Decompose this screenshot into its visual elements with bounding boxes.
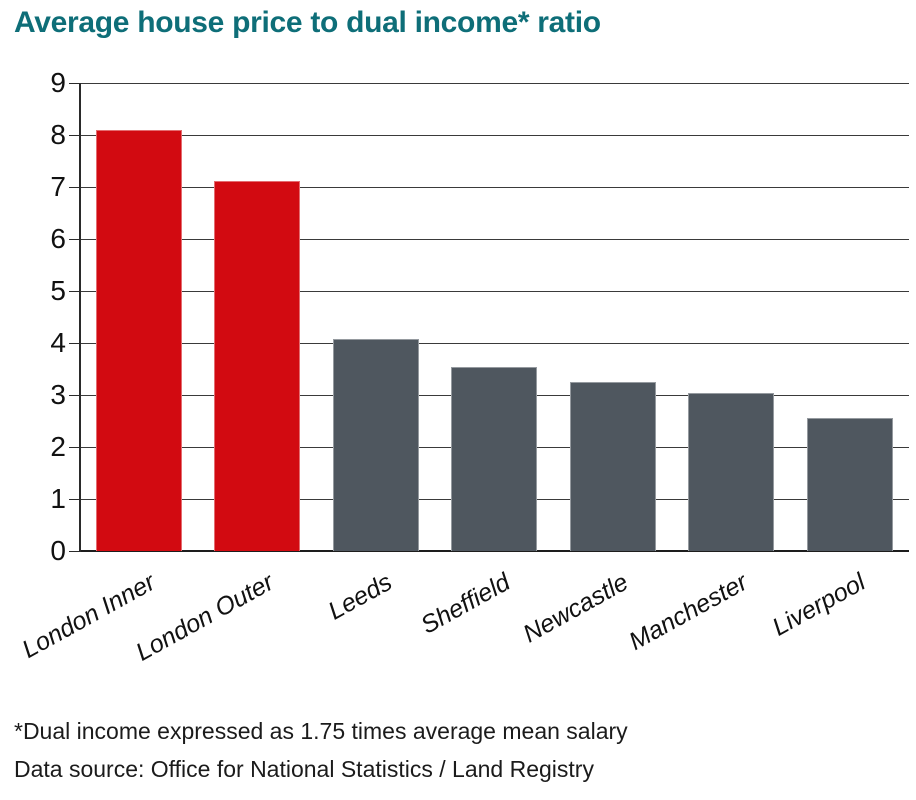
x-tick-label-sheffield: Sheffield xyxy=(416,568,515,640)
y-tick-mark xyxy=(69,238,81,240)
x-axis-labels: London Inner London Outer Leeds Sheffield Ne… xyxy=(17,551,907,691)
x-tick-label-newcastle: Newcastle xyxy=(518,568,634,649)
bar-sheffield xyxy=(451,367,538,551)
y-tick-label: 7 xyxy=(50,171,66,202)
x-tick-label-liverpool: Liverpool xyxy=(767,568,871,642)
y-tick-mark xyxy=(69,498,81,500)
y-tick-mark xyxy=(69,186,81,188)
chart-title: Average house price to dual income* rati… xyxy=(14,6,601,39)
y-tick-mark xyxy=(69,342,81,344)
y-tick-label: 8 xyxy=(50,119,66,150)
y-tick-mark xyxy=(69,82,81,84)
bar-london-outer xyxy=(214,180,301,551)
bar-newcastle xyxy=(569,382,656,551)
grid-line xyxy=(81,238,909,240)
x-tick-label-leeds: Leeds xyxy=(323,568,397,626)
grid-line xyxy=(81,290,909,292)
plot-area xyxy=(69,82,909,552)
footnote-dual-income: *Dual income expressed as 1.75 times ave… xyxy=(14,718,628,744)
y-tick-mark xyxy=(69,550,81,552)
bar-manchester xyxy=(688,393,775,551)
grid-line xyxy=(81,342,909,344)
footnote-data-source: Data source: Office for National Statist… xyxy=(14,756,594,782)
y-tick-label: 1 xyxy=(50,483,66,514)
x-tick-label-manchester: Manchester xyxy=(624,568,752,656)
grid-line xyxy=(81,134,909,136)
y-tick-label: 6 xyxy=(50,223,66,254)
y-tick-mark xyxy=(69,394,81,396)
y-tick-mark xyxy=(69,134,81,136)
y-tick-label: 9 xyxy=(50,67,66,98)
y-tick-label: 4 xyxy=(50,327,66,358)
footnotes: *Dual income expressed as 1.75 times ave… xyxy=(14,712,628,788)
grid-line xyxy=(81,186,909,188)
y-tick-label: 3 xyxy=(50,379,66,410)
y-tick-label: 2 xyxy=(50,431,66,462)
x-axis-line xyxy=(81,550,909,552)
y-tick-mark xyxy=(69,290,81,292)
bar-leeds xyxy=(332,339,419,551)
bar-liverpool xyxy=(806,417,893,551)
grid-line xyxy=(81,82,909,84)
y-tick-label: 0 xyxy=(50,535,66,566)
y-tick-label: 5 xyxy=(50,275,66,306)
y-tick-mark xyxy=(69,446,81,448)
y-axis-labels: 0 1 2 3 4 5 6 7 8 9 xyxy=(0,69,66,565)
bar-london-inner xyxy=(96,129,182,551)
